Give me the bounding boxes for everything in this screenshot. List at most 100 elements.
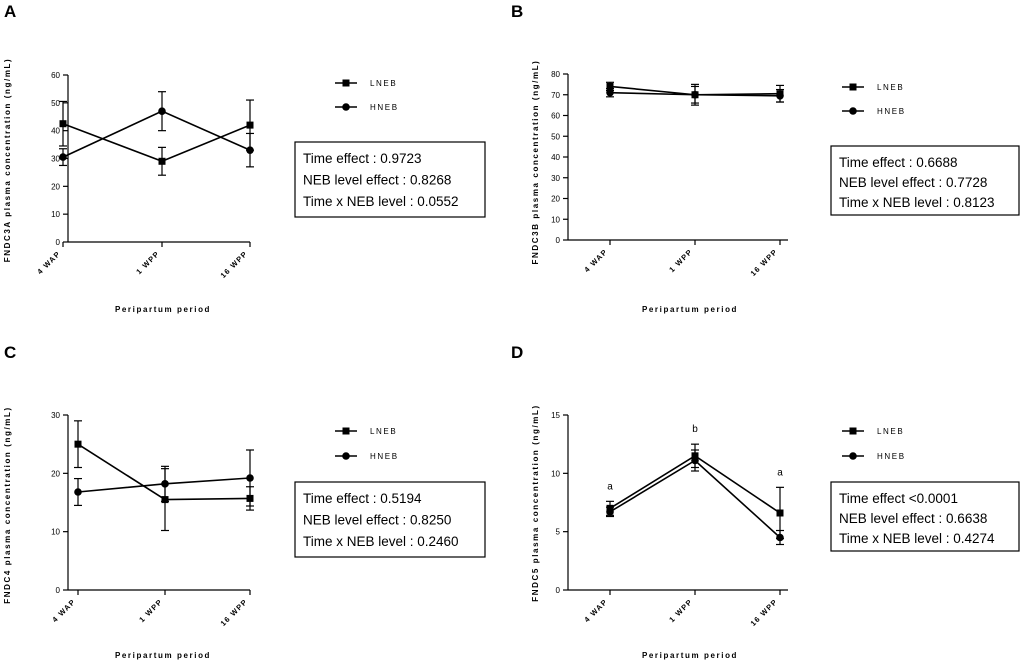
data-point-hneb — [691, 456, 699, 465]
series-line-hneb — [609, 459, 781, 539]
legend-label-hneb: HNEB — [877, 452, 906, 461]
series-hneb — [606, 449, 784, 546]
y-tick-label: 30 — [51, 155, 60, 164]
stats-box: Time effect : 0.6688 NEB level effect : 0… — [830, 145, 1020, 216]
y-tick-label: 20 — [551, 195, 560, 204]
significance-letter: b — [692, 424, 698, 435]
data-point-hneb — [246, 146, 254, 154]
data-point-hneb — [606, 88, 614, 97]
y-tick-label: 20 — [51, 469, 60, 478]
legend-marker-lneb — [849, 83, 857, 91]
data-point-hneb — [246, 474, 254, 482]
legend: LNEB HNEB — [335, 427, 397, 461]
legend-marker-hneb — [342, 103, 350, 111]
data-point-hneb — [691, 90, 699, 99]
stats-line: Time effect : 0.5194 — [303, 491, 422, 506]
panel-letter: B — [511, 2, 523, 21]
x-tick-label: 4 WAP — [582, 597, 609, 624]
y-tick-label: 40 — [551, 153, 560, 162]
series-hneb — [59, 91, 254, 168]
series-lneb — [59, 99, 254, 176]
data-point-hneb — [161, 480, 169, 488]
x-tick-label: 4 WAP — [35, 249, 62, 276]
x-tick-label: 16 WPP — [219, 597, 250, 628]
series-lneb — [74, 420, 254, 532]
legend: LNEB HNEB — [335, 79, 399, 112]
data-point-lneb — [606, 82, 614, 90]
series-line-lneb — [62, 122, 251, 163]
data-point-lneb — [59, 120, 67, 128]
data-point-lneb — [246, 121, 254, 129]
stats-line: NEB level effect : 0.6638 — [839, 511, 987, 526]
stats-line: NEB level effect : 0.8250 — [303, 513, 451, 528]
panel-a: A 0 10 20 30 40 50 60 4 WAP 1 WPP 16 WPP FNDC3A pla… — [3, 2, 486, 314]
y-tick-label: 50 — [551, 132, 560, 141]
stats-line: Time x NEB level : 0.2460 — [303, 534, 459, 549]
x-axis-title: Peripartum period — [115, 651, 211, 660]
data-point-hneb — [776, 533, 784, 542]
stats-line: NEB level effect : 0.8268 — [303, 173, 451, 188]
x-tick-label: 16 WPP — [749, 247, 780, 278]
legend-marker-lneb — [342, 79, 350, 87]
y-tick-label: 30 — [551, 174, 560, 183]
y-axis-title: FNDC3B plasma concentration (ng/mL) — [531, 60, 540, 265]
stats-box-border — [294, 481, 486, 558]
legend-marker-lneb — [849, 427, 857, 435]
panel-c: C 0 10 20 30 4 WAP 1 WPP 16 WPP FNDC4 plasma con… — [3, 343, 486, 660]
y-tick-label: 10 — [551, 469, 560, 478]
legend: LNEB HNEB — [842, 83, 906, 116]
x-tick-label: 4 WAP — [50, 597, 77, 624]
x-tick-label: 4 WAP — [582, 247, 609, 274]
y-axis-title: FNDC4 plasma concentration (ng/mL) — [3, 406, 12, 604]
x-tick-label: 1 WPP — [667, 247, 694, 274]
y-axis-title: FNDC3A plasma concentration (ng/mL) — [3, 58, 12, 263]
y-tick-label: 0 — [556, 586, 561, 595]
series-hneb — [74, 449, 254, 507]
y-tick-label: 50 — [51, 99, 60, 108]
legend-marker-hneb — [849, 452, 857, 460]
y-tick-label: 10 — [51, 528, 60, 537]
y-tick-label: 80 — [551, 70, 560, 79]
y-tick-label: 30 — [51, 411, 60, 420]
significance-letter: a — [777, 467, 783, 478]
legend: LNEB HNEB — [842, 427, 906, 461]
series-hneb — [606, 85, 784, 104]
stats-line: Time x NEB level : 0.8123 — [839, 195, 995, 210]
data-point-hneb — [606, 508, 614, 516]
data-point-lneb — [158, 157, 166, 165]
stats-line: Time effect <0.0001 — [839, 491, 958, 506]
data-point-hneb — [158, 107, 166, 115]
stats-line: Time effect : 0.9723 — [303, 151, 422, 166]
stats-line: Time effect : 0.6688 — [839, 155, 958, 170]
stats-line: Time x NEB level : 0.4274 — [839, 531, 995, 546]
panel-letter: A — [4, 2, 16, 21]
panel-b: B 0 10 20 30 40 50 60 70 80 4 WAP 1 WPP 16 WPP FNDC3B… — [511, 2, 1020, 314]
x-tick-label: 1 WPP — [667, 597, 694, 624]
panel-letter: C — [4, 343, 16, 362]
panel-d: D 0 5 10 15 4 WAP 1 WPP 16 WPP FNDC5 plasma conc… — [511, 343, 1020, 660]
legend-label-hneb: HNEB — [370, 103, 399, 112]
stats-box-border — [294, 141, 486, 218]
y-tick-label: 40 — [51, 127, 60, 136]
x-axis-title: Peripartum period — [642, 305, 738, 314]
y-tick-label: 60 — [551, 112, 560, 121]
legend-label-lneb: LNEB — [370, 79, 397, 88]
legend-label-lneb: LNEB — [877, 83, 904, 92]
stats-box-border — [830, 145, 1020, 216]
stats-box: Time effect : 0.5194 NEB level effect : 0… — [294, 481, 486, 558]
legend-marker-hneb — [342, 452, 350, 460]
y-tick-label: 0 — [56, 238, 61, 247]
data-point-hneb — [776, 91, 784, 100]
y-tick-label: 60 — [51, 71, 60, 80]
y-axis-title: FNDC5 plasma concentration (ng/mL) — [531, 404, 540, 602]
legend-label-hneb: HNEB — [877, 107, 906, 116]
legend-marker-lneb — [342, 427, 350, 435]
x-tick-label: 1 WPP — [134, 249, 161, 276]
x-axis-title: Peripartum period — [642, 651, 738, 660]
data-point-hneb — [59, 153, 67, 161]
stats-line: Time x NEB level : 0.0552 — [303, 194, 459, 209]
stats-box: Time effect <0.0001 NEB level effect : 0.… — [830, 481, 1020, 552]
data-point-lneb — [74, 440, 82, 448]
stats-box-border — [830, 481, 1020, 552]
